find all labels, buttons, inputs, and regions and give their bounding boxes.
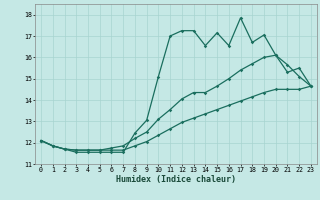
X-axis label: Humidex (Indice chaleur): Humidex (Indice chaleur) [116,175,236,184]
